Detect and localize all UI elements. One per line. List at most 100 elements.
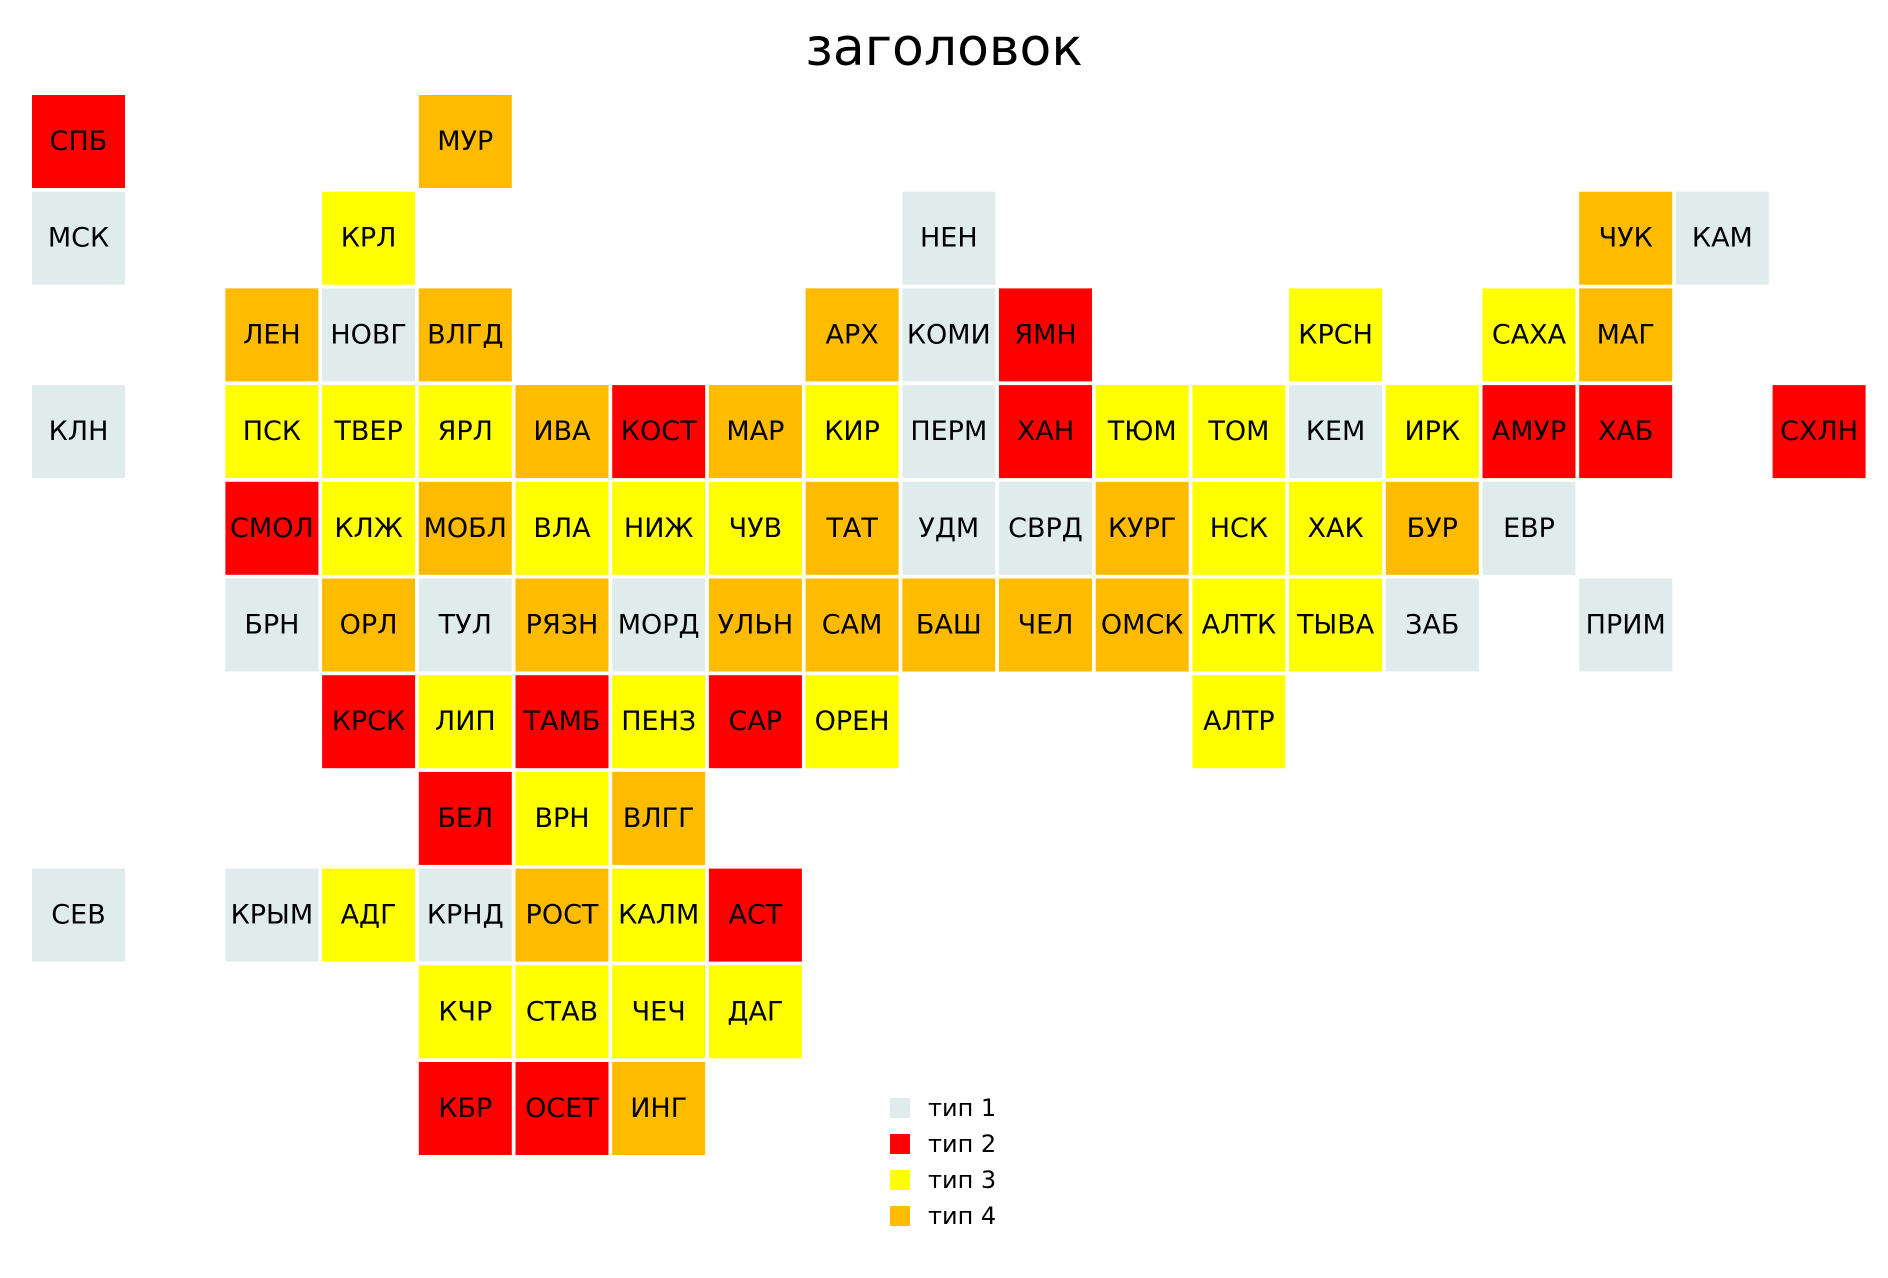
region-tile: ХАБ xyxy=(1579,385,1673,479)
region-tile: КАЛМ xyxy=(612,868,706,962)
region-tile-label: ВЛГГ xyxy=(623,803,695,834)
region-tile: ПЕРМ xyxy=(902,385,996,479)
region-tile-label: ЗАБ xyxy=(1405,610,1459,641)
region-tile-rect xyxy=(1289,481,1383,575)
region-tile: УЛЬН xyxy=(708,578,802,672)
region-tile-rect xyxy=(612,771,706,865)
region-tile: ПРИМ xyxy=(1579,578,1673,672)
region-tile: КБР xyxy=(418,1062,512,1155)
region-tile-rect xyxy=(32,385,125,479)
region-tile: ЧУВ xyxy=(708,481,802,575)
region-tile-label: СВРД xyxy=(1008,513,1083,544)
region-tile-rect xyxy=(1095,578,1189,672)
region-tile: ЯРЛ xyxy=(418,385,512,479)
region-tile: ЧЕЧ xyxy=(612,965,706,1059)
region-tile-rect xyxy=(805,481,899,575)
region-tile-label: ЛИП xyxy=(435,706,496,737)
region-tile-label: ТЫВА xyxy=(1296,610,1375,641)
region-tile: ДАГ xyxy=(708,965,802,1059)
region-tile: ИВА xyxy=(515,385,609,479)
region-tile: ПСК xyxy=(225,385,319,479)
region-tile-label: МОБЛ xyxy=(424,513,507,544)
region-tile: КЛЖ xyxy=(322,481,416,575)
region-tile: РЯЗН xyxy=(515,578,609,672)
region-tile-label: ТАМБ xyxy=(523,706,601,737)
region-tile-rect xyxy=(1482,481,1576,575)
region-tile-rect xyxy=(612,481,706,575)
region-tile-label: ИВА xyxy=(533,416,591,447)
region-tile: АРХ xyxy=(805,288,899,382)
region-tile: БАШ xyxy=(902,578,996,672)
region-tile: БЕЛ xyxy=(418,771,512,865)
region-tile-rect xyxy=(515,868,609,962)
region-tile-label: КЛЖ xyxy=(334,513,403,544)
region-tile-label: СХЛН xyxy=(1780,416,1858,447)
region-tile-label: ПЕНЗ xyxy=(621,706,696,737)
region-tile-rect xyxy=(612,868,706,962)
legend-label: тип 2 xyxy=(928,1130,997,1158)
region-tile: КОМИ xyxy=(902,288,996,382)
region-tile-label: УЛЬН xyxy=(718,610,794,641)
region-tile-rect xyxy=(418,95,512,188)
legend-label: тип 3 xyxy=(928,1166,997,1194)
region-tile: НСК xyxy=(1192,481,1286,575)
region-tile-rect xyxy=(902,191,996,285)
region-tile-rect xyxy=(515,675,609,769)
region-tile-rect xyxy=(708,965,802,1059)
region-tile: СПБ xyxy=(32,95,125,188)
region-tile-label: ЛЕН xyxy=(243,319,301,350)
region-tile: КРНД xyxy=(418,868,512,962)
region-tile-rect xyxy=(708,675,802,769)
region-tile: КРЛ xyxy=(322,191,416,285)
region-tile-rect xyxy=(225,578,319,672)
region-tile-label: ОРЕН xyxy=(815,706,890,737)
region-tile-label: РЯЗН xyxy=(526,610,599,641)
region-tile-label: ТАТ xyxy=(825,513,878,544)
legend-swatch xyxy=(890,1170,910,1190)
region-tile: ХАК xyxy=(1289,481,1383,575)
region-tile: НОВГ xyxy=(322,288,416,382)
region-tile-rect xyxy=(225,288,319,382)
region-tile-label: АСТ xyxy=(728,900,782,931)
region-tile-rect xyxy=(32,95,125,188)
region-tile: КЕМ xyxy=(1289,385,1383,479)
region-tile: ТОМ xyxy=(1192,385,1286,479)
region-tile-rect xyxy=(1289,578,1383,672)
region-tile-label: КАМ xyxy=(1692,223,1753,254)
region-tile-label: АМУР xyxy=(1492,416,1567,447)
region-tile-label: МСК xyxy=(48,223,109,254)
region-tile: СТАВ xyxy=(515,965,609,1059)
region-tile: АЛТР xyxy=(1192,675,1286,769)
region-tile: НЕН xyxy=(902,191,996,285)
region-tile-rect xyxy=(322,385,416,479)
region-tile-rect xyxy=(902,578,996,672)
region-tile-label: КЧР xyxy=(438,996,492,1027)
region-tile: ЯМН xyxy=(999,288,1092,382)
region-tile: ВЛГГ xyxy=(612,771,706,865)
region-tile: КОСТ xyxy=(612,385,706,479)
region-tile-label: МУР xyxy=(437,126,493,157)
region-tile-label: АДГ xyxy=(341,900,397,931)
region-tile-rect xyxy=(32,191,125,285)
region-tile-rect xyxy=(418,675,512,769)
region-tile: ТЮМ xyxy=(1095,385,1189,479)
region-tile: СХЛН xyxy=(1772,385,1866,479)
region-tile: КРСН xyxy=(1289,288,1383,382)
region-tile-rect xyxy=(1675,191,1769,285)
region-tile-label: ЕВР xyxy=(1503,513,1555,544)
region-tile: СЕВ xyxy=(32,868,125,962)
region-tile-rect xyxy=(1772,385,1866,479)
region-tile-label: ВРН xyxy=(534,803,589,834)
region-tile-rect xyxy=(322,288,416,382)
legend-swatch xyxy=(890,1098,910,1118)
region-tile-label: АЛТК xyxy=(1202,610,1276,641)
legend-label: тип 1 xyxy=(928,1094,997,1122)
region-tile-rect xyxy=(999,385,1092,479)
region-tile: МОБЛ xyxy=(418,481,512,575)
region-tile-rect xyxy=(902,481,996,575)
region-tile-label: КРЫМ xyxy=(231,900,314,931)
region-tile-rect xyxy=(322,578,416,672)
region-tile-label: МАР xyxy=(726,416,784,447)
region-tile-rect xyxy=(805,578,899,672)
region-tile-label: ХАН xyxy=(1017,416,1074,447)
